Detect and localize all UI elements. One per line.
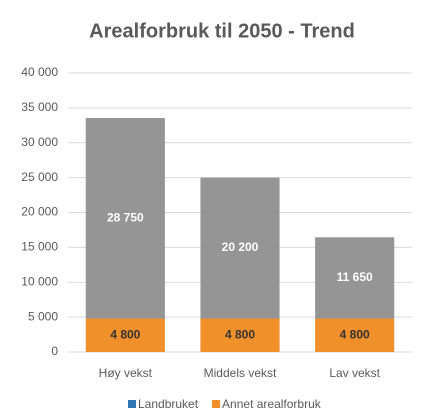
data-label: 28 750 (107, 210, 144, 224)
legend-swatch (212, 400, 221, 408)
bar-segment (200, 318, 280, 352)
data-label: 4 800 (340, 327, 370, 341)
x-tick-label: Lav vekst (329, 366, 380, 380)
y-tick-label: 35 000 (21, 100, 58, 114)
legend-swatch (128, 400, 136, 408)
bar-segment (315, 237, 395, 319)
y-tick-label: 15 000 (21, 240, 58, 254)
bar-segment (85, 318, 165, 352)
bar-segment (85, 117, 165, 319)
bar-segment (200, 177, 280, 319)
bar-segment (315, 318, 395, 352)
data-label: 20 200 (222, 240, 259, 254)
y-tick-label: 30 000 (21, 135, 58, 149)
y-tick-label: 25 000 (21, 170, 58, 184)
y-tick-label: 40 000 (21, 65, 58, 79)
chart-title: Arealforbruk til 2050 - Trend (89, 20, 355, 42)
y-tick-label: 5 000 (28, 309, 58, 323)
x-tick-label: Høy vekst (99, 366, 153, 380)
y-tick-label: 20 000 (21, 205, 58, 219)
y-tick-label: 0 (51, 344, 58, 358)
x-tick-label: Middels vekst (204, 366, 277, 380)
legend-label: Landbruket (138, 397, 199, 411)
data-label: 4 800 (225, 327, 255, 341)
legend-label: Annet arealforbruk (222, 397, 322, 411)
data-label: 4 800 (110, 327, 140, 341)
data-label: 11 650 (337, 270, 373, 284)
y-tick-label: 10 000 (21, 274, 58, 288)
